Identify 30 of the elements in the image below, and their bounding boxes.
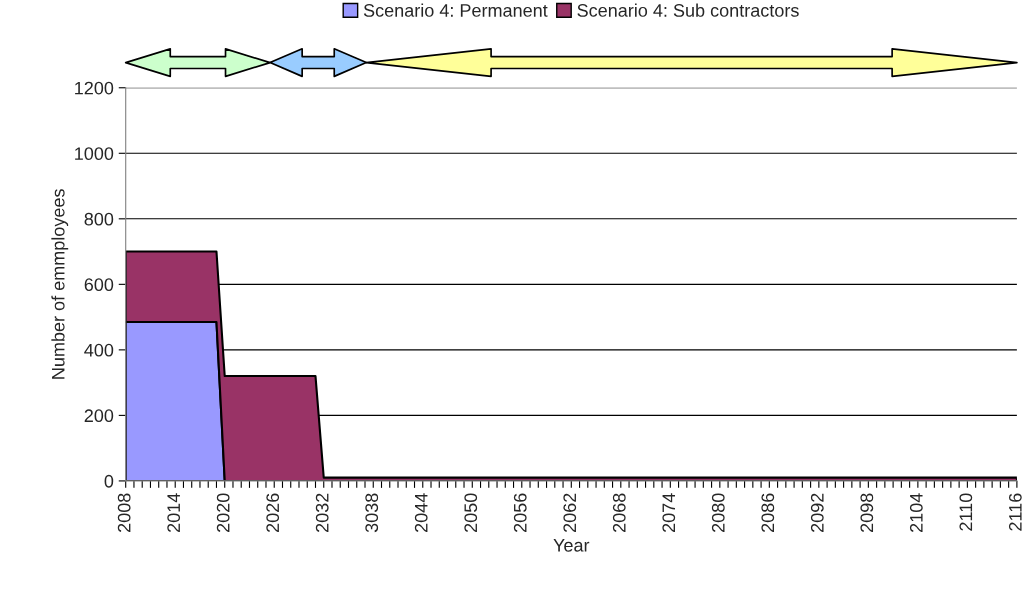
- x-tick-label: 2086: [761, 493, 775, 532]
- x-tick-label: 2080: [711, 493, 725, 532]
- x-tick-label: 2056: [513, 493, 527, 532]
- x-tick-label: 2074: [662, 493, 676, 532]
- y-tick-label: 400: [84, 343, 114, 357]
- x-tick-label: 2092: [810, 493, 824, 532]
- x-tick-label: 2062: [563, 493, 577, 532]
- x-tick-label: 2116: [1008, 493, 1022, 531]
- legend-label: Scenario 4: Permanent: [363, 3, 548, 17]
- y-tick-label: 1200: [75, 81, 114, 95]
- x-tick-label: 3038: [365, 493, 379, 533]
- x-tick-label: 2044: [414, 493, 428, 532]
- x-tick-label: 2068: [612, 493, 626, 532]
- y-tick-label: 1000: [75, 147, 114, 161]
- legend-label: Scenario 4: Sub contractors: [577, 3, 799, 17]
- y-tick-label: 0: [104, 474, 114, 488]
- y-axis-title: Number of emmployees: [51, 189, 69, 379]
- x-axis-title: Year: [553, 539, 590, 552]
- x-tick-label: 2110: [959, 493, 973, 531]
- x-tick-label: 2104: [909, 493, 923, 532]
- x-tick-label: 2050: [464, 493, 478, 532]
- y-tick-label: 200: [84, 409, 114, 423]
- y-tick-label: 600: [84, 278, 114, 292]
- x-tick-label: 2008: [117, 493, 131, 532]
- x-tick-label: 2032: [315, 493, 329, 532]
- x-tick-label: 2014: [167, 493, 181, 532]
- y-tick-label: 800: [84, 212, 114, 226]
- x-tick-label: 2026: [266, 493, 280, 532]
- x-tick-label: 2098: [860, 493, 874, 532]
- x-tick-label: 2020: [216, 493, 230, 532]
